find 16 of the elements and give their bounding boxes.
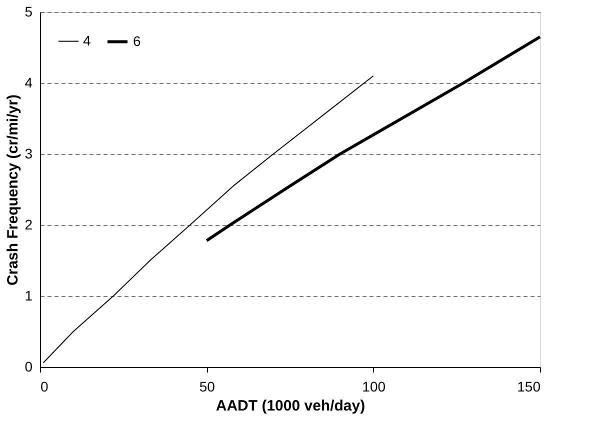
x-tick-label: 0 — [40, 378, 48, 394]
x-axis-title: AADT (1000 veh/day) — [216, 398, 366, 414]
x-tick-label: 150 — [517, 378, 541, 394]
y-tick-label: 5 — [24, 4, 33, 20]
y-tick-label: 3 — [24, 146, 33, 162]
y-tick-label: 1 — [24, 288, 33, 304]
y-tick-label: 2 — [24, 216, 33, 232]
legend-label: 4 — [83, 32, 91, 48]
y-tick-label: 4 — [24, 74, 33, 90]
x-tick-label: 50 — [199, 378, 216, 394]
x-tick-label: 100 — [362, 378, 386, 394]
line-series — [42, 75, 374, 364]
y-tick-label: 0 — [24, 358, 33, 374]
legend-label: 6 — [133, 32, 141, 49]
y-axis-title: Crash Frequency (cr/mi/yr) — [4, 94, 22, 286]
line-series — [205, 35, 542, 242]
